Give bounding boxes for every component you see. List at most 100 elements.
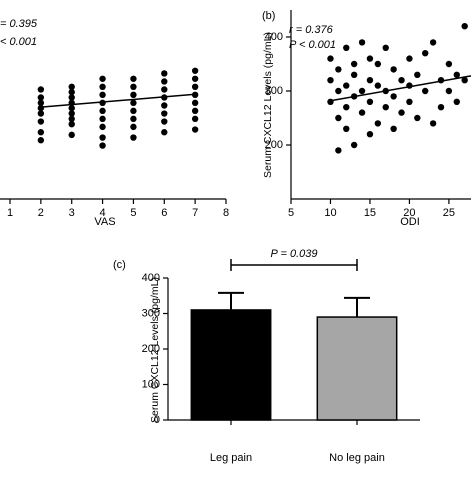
x-tick-label: 10 — [324, 207, 336, 219]
point — [161, 102, 168, 109]
point — [358, 87, 366, 95]
y-tick-label: 200 — [265, 139, 283, 151]
point — [422, 87, 429, 95]
point — [335, 114, 342, 122]
point — [414, 71, 421, 79]
x-tick-label: 6 — [161, 207, 167, 219]
y-axis-label: Serum CXCL12 Levels (pg/mL) — [262, 32, 274, 178]
x-tick-label: 2 — [38, 207, 44, 219]
y-tick-label: 0 — [154, 414, 160, 426]
y-tick-label: 200 — [142, 343, 160, 355]
point — [37, 118, 45, 125]
point — [99, 83, 106, 91]
point — [191, 83, 199, 91]
point — [130, 83, 137, 91]
point — [68, 110, 75, 117]
point — [68, 121, 75, 128]
point — [191, 107, 199, 115]
point — [366, 55, 374, 62]
point — [191, 126, 199, 133]
point — [130, 123, 137, 131]
point — [99, 75, 106, 82]
point — [374, 82, 382, 89]
point — [191, 99, 199, 107]
x-tick-label: 8 — [223, 207, 229, 219]
y-tick-label: 400 — [265, 31, 283, 43]
x-tick-label: 5 — [288, 207, 294, 219]
y-tick-label: 300 — [265, 85, 283, 97]
x-axis-label: VAS — [94, 216, 115, 228]
point — [191, 115, 199, 123]
x-tick-label: 4 — [100, 207, 106, 219]
point — [350, 71, 358, 79]
point — [68, 94, 75, 101]
point — [335, 147, 342, 154]
point — [68, 131, 75, 139]
x-axis-label: ODI — [400, 216, 420, 228]
point — [130, 134, 137, 141]
point — [406, 55, 413, 62]
point — [68, 88, 75, 96]
point — [398, 109, 405, 116]
point — [390, 93, 397, 100]
point — [374, 120, 382, 127]
fit-line — [330, 75, 472, 102]
point — [130, 99, 137, 107]
x-tick-label: 15 — [364, 207, 376, 219]
x-tick-label: 20 — [403, 207, 415, 219]
x-tick-label: No leg pain — [329, 452, 385, 464]
point — [161, 70, 168, 77]
point — [335, 66, 342, 73]
y-axis-label: Serum CXCL12 Levels (pg/mL) — [149, 277, 161, 423]
panel-label: (b) — [262, 10, 275, 22]
point — [390, 125, 397, 132]
point — [358, 109, 366, 116]
significance-label: P = 0.039 — [271, 248, 318, 260]
error-bar — [344, 296, 370, 318]
point — [327, 55, 334, 62]
point — [382, 104, 389, 111]
point — [130, 91, 137, 99]
point — [366, 98, 374, 106]
point — [99, 115, 106, 123]
point — [68, 104, 75, 112]
point — [350, 141, 358, 149]
point — [161, 118, 168, 125]
fit-line — [40, 93, 196, 108]
y-tick-label: 100 — [142, 378, 160, 390]
point — [68, 83, 75, 91]
point — [37, 137, 45, 144]
point — [130, 115, 137, 123]
x-tick-label: 3 — [69, 207, 75, 219]
error-bar — [218, 291, 244, 310]
point — [327, 98, 334, 106]
x-tick-label: 7 — [192, 207, 198, 219]
point — [99, 91, 106, 99]
point — [343, 104, 350, 111]
stat-p: P < 0.001 — [289, 39, 336, 51]
point — [461, 77, 468, 84]
point — [161, 129, 168, 136]
point — [358, 39, 366, 46]
point — [327, 77, 334, 84]
point — [366, 131, 374, 138]
point — [453, 98, 460, 106]
point — [350, 60, 358, 68]
x-tick-label: 1 — [7, 207, 13, 219]
point — [161, 110, 168, 117]
point — [453, 71, 460, 79]
point — [414, 114, 421, 122]
point — [99, 142, 106, 149]
point — [461, 23, 468, 30]
y-tick-label: 400 — [142, 272, 160, 284]
point — [390, 66, 397, 73]
point — [68, 115, 75, 123]
point — [343, 82, 350, 89]
point — [161, 78, 168, 85]
point — [374, 60, 382, 68]
point — [99, 107, 106, 115]
point — [343, 125, 350, 132]
point — [429, 120, 437, 127]
bar — [190, 309, 272, 421]
